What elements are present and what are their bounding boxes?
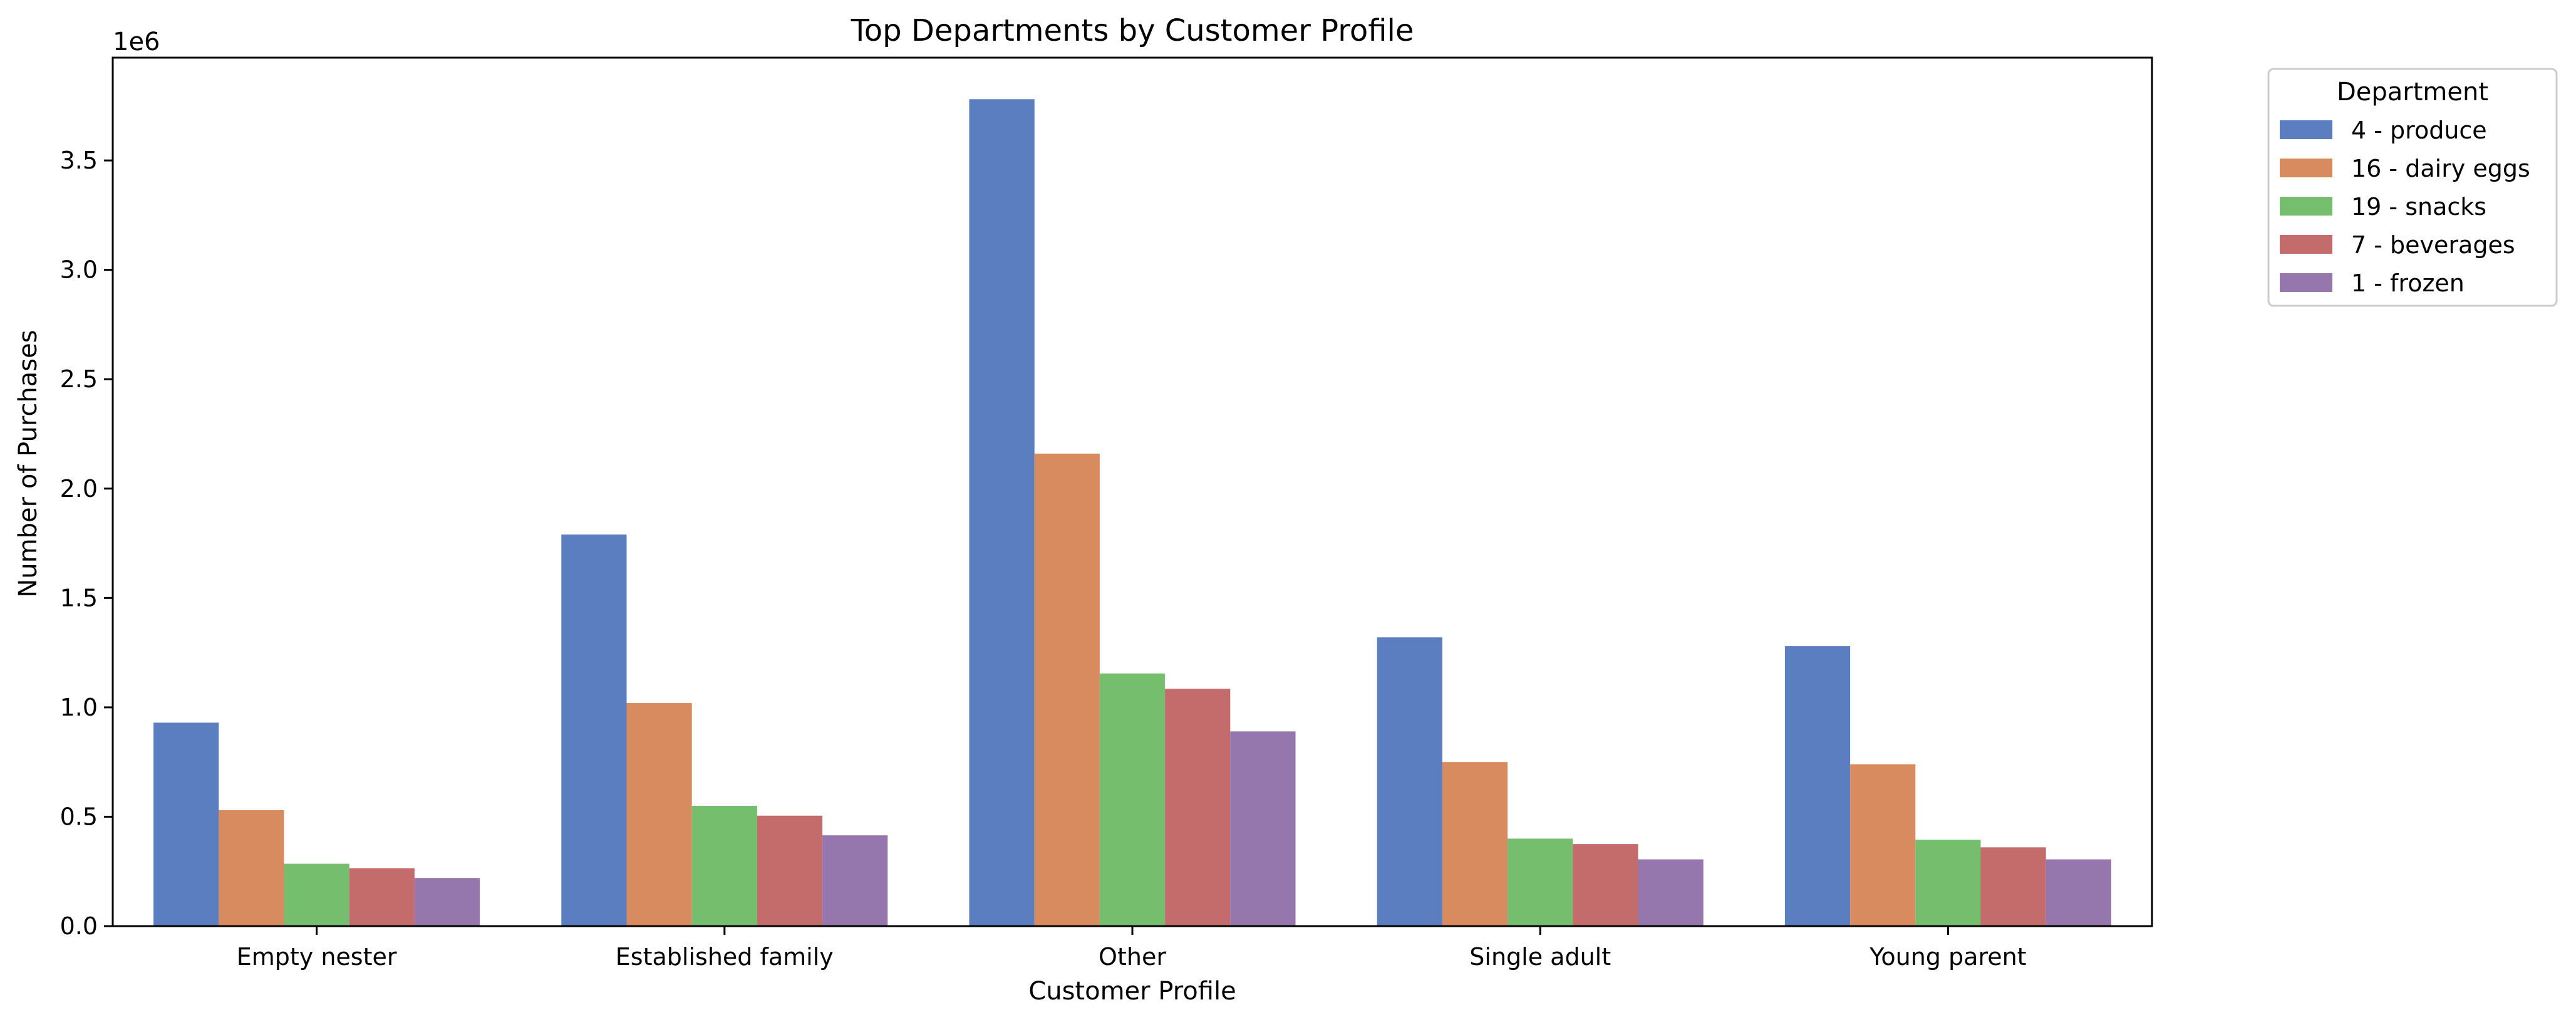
- x-tick-label: Established family: [616, 943, 834, 971]
- bar-4-3: [1638, 859, 1704, 926]
- bar-4-2: [1230, 731, 1296, 926]
- bar-2-3: [1508, 838, 1573, 926]
- plot-area: 0.0 0.5 1.0 1.5 2.0 2.5 3.0 3.5 Empty nester Esta…: [60, 56, 2153, 971]
- bar-1-4: [1850, 764, 1916, 926]
- y-tick-label: 2.5: [60, 365, 98, 393]
- bar-2-0: [284, 863, 349, 926]
- bar-3-3: [1573, 844, 1638, 926]
- bar-3-1: [757, 815, 823, 926]
- bar-3-4: [1980, 847, 2046, 926]
- y-tick-label: 3.5: [60, 147, 98, 174]
- y-tick-label: 1.0: [60, 694, 98, 721]
- bar-2-4: [1915, 840, 1981, 926]
- x-tick-label: Young parent: [1869, 943, 2026, 971]
- bar-0-2: [969, 99, 1035, 926]
- x-tick-label: Other: [1099, 943, 1166, 971]
- legend-swatch-1: [2280, 159, 2332, 177]
- y-tick-label: 2.0: [60, 475, 98, 503]
- bar-4-0: [414, 878, 480, 926]
- bar-3-2: [1165, 689, 1231, 926]
- y-axis-label: Number of Purchases: [14, 330, 43, 597]
- legend-swatch-0: [2280, 120, 2332, 139]
- legend-frame: [2267, 68, 2558, 307]
- scale-label: 1e6: [113, 28, 160, 56]
- bar-0-0: [153, 722, 219, 926]
- y-tick-label: 0.0: [60, 912, 98, 940]
- legend-entry-1: 16 - dairy eggs: [2351, 155, 2530, 182]
- x-tick-label: Single adult: [1469, 943, 1611, 971]
- bar-1-0: [219, 810, 284, 926]
- bar-2-2: [1099, 673, 1166, 926]
- bar-3-0: [349, 868, 415, 926]
- legend-entry-4: 1 - frozen: [2351, 269, 2465, 297]
- legend: Department 4 - produce 16 - dairy eggs 19 …: [2267, 68, 2558, 307]
- bar-4-1: [822, 835, 888, 926]
- legend-entry-3: 7 - beverages: [2351, 231, 2515, 259]
- bar-2-1: [691, 806, 757, 926]
- legend-title: Department: [2337, 78, 2488, 107]
- bar-0-1: [561, 534, 627, 926]
- y-tick-label: 3.0: [60, 256, 98, 284]
- legend-entry-2: 19 - snacks: [2351, 193, 2486, 221]
- bar-1-3: [1442, 762, 1508, 926]
- legend-swatch-3: [2280, 235, 2332, 254]
- y-tick-label: 0.5: [60, 803, 98, 830]
- legend-swatch-4: [2280, 273, 2332, 292]
- bar-4-4: [2046, 859, 2111, 926]
- x-axis-label: Customer Profile: [1028, 977, 1236, 1006]
- y-tick-label: 1.5: [60, 584, 98, 612]
- bar-1-2: [1034, 453, 1100, 926]
- bar-0-4: [1784, 646, 1851, 926]
- chart-title: Top Departments by Customer Profile: [851, 13, 1414, 48]
- legend-swatch-2: [2280, 197, 2332, 216]
- axes-frame: [111, 56, 2153, 927]
- x-tick-label: Empty nester: [237, 943, 397, 971]
- legend-entry-0: 4 - produce: [2351, 117, 2487, 144]
- bar-1-1: [626, 702, 692, 926]
- bar-0-3: [1377, 637, 1442, 926]
